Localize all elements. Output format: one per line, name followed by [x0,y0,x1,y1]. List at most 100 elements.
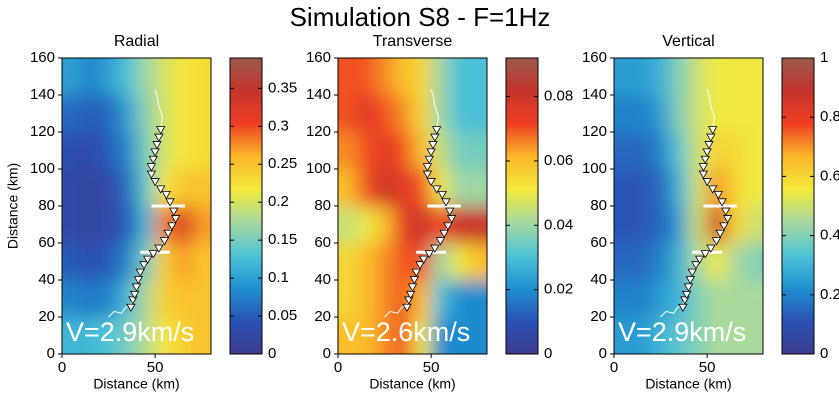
station [430,133,440,142]
heat-cell [338,95,358,133]
y-tick-label: 0 [599,345,607,362]
heat-cell [375,169,395,207]
heat-cell [393,206,413,244]
heat-cell [117,169,137,207]
station [708,185,718,194]
heat-cell [192,317,211,354]
station [435,237,446,246]
heat-cell [468,169,487,207]
heat-cell [375,58,395,96]
heat-cell [651,243,671,281]
heat-cell [338,317,358,354]
colorbar-tick-label: 0.06 [544,152,573,169]
heat-cell [614,132,634,170]
station [432,126,442,135]
heat-cell [632,243,652,281]
y-tick-label: 140 [306,86,331,103]
y-tick-label: 120 [30,123,55,140]
heat-cell [744,58,763,96]
station [407,283,418,292]
heat-cell [136,317,156,354]
heat-cell [356,169,376,207]
heat-cell [725,206,745,244]
heat-cell [412,95,432,133]
colorbar-tick-label: 0.15 [268,231,297,248]
heat-cell [744,243,763,281]
heat-cell [632,58,652,96]
heat-cell [725,317,745,354]
heat-cell [669,95,689,133]
heat-cell [375,280,395,318]
heat-cell [651,169,671,207]
heat-cell [80,206,100,244]
x-tick-label: 50 [147,359,164,376]
station [126,303,136,313]
heat-cell [155,317,175,354]
heat-cell [173,95,193,133]
heat-cell [669,169,689,207]
heat-cell [614,280,634,318]
station [706,133,716,142]
heat-cell [356,206,376,244]
x-tick-label: 0 [58,359,66,376]
x-tick-label: 50 [423,359,440,376]
heat-cell [192,206,211,244]
heat-cell [80,132,100,170]
heat-cell [173,169,193,207]
station [437,191,447,200]
y-tick-label: 80 [314,197,331,214]
heat-cell [468,95,487,133]
y-tick-label: 60 [590,234,607,251]
heat-cell [99,58,119,96]
annotation: V=2.6km/s [342,317,470,347]
station [418,255,429,264]
heat-cell [725,132,745,170]
panel-title: Radial [114,33,159,50]
heat-cell [651,132,671,170]
heat-cell [173,243,193,281]
y-tick-label: 100 [306,160,331,177]
heat-cell [725,95,745,133]
heat-cell [412,280,432,318]
heat-cell [449,132,469,170]
station [415,261,425,270]
heat-cell [338,132,358,170]
station [139,261,149,270]
colorbar-tick-label: 1 [820,49,828,66]
heat-cell [155,280,175,318]
x-axis-label: Distance (km) [645,376,731,392]
station [165,198,175,207]
heat-cell [468,280,487,318]
heat-cell [468,132,487,170]
heat-cell [651,58,671,96]
y-tick-label: 20 [38,308,55,325]
heat-cell [356,317,376,354]
station [721,207,731,216]
colorbar-tick-label: 0.1 [268,269,289,286]
heat-cell [669,243,689,281]
heat-cell [651,317,671,354]
colorbar-tick-label: 0.4 [820,227,839,244]
plot-area: V=2.9km/s [614,58,763,354]
heat-cell [99,317,119,354]
y-tick-label: 0 [323,345,331,362]
heatmap [62,58,211,354]
heat-cell [449,243,469,281]
y-tick-label: 60 [38,234,55,251]
heat-cell [431,58,451,96]
x-tick-label: 0 [334,359,342,376]
station [148,250,158,259]
heat-cell [338,243,358,281]
colorbar-tick-label: 0.08 [544,88,573,105]
heat-cell [393,243,413,281]
heat-cell [375,95,395,133]
heat-cell [80,280,100,318]
y-tick-label: 20 [590,308,607,325]
station [708,126,718,135]
heat-cell [468,58,487,96]
panel-title: Transverse [373,33,453,50]
x-axis-label: Distance (km) [369,376,455,392]
heat-cell [744,206,763,244]
station [446,215,457,224]
heat-cell [192,95,211,133]
